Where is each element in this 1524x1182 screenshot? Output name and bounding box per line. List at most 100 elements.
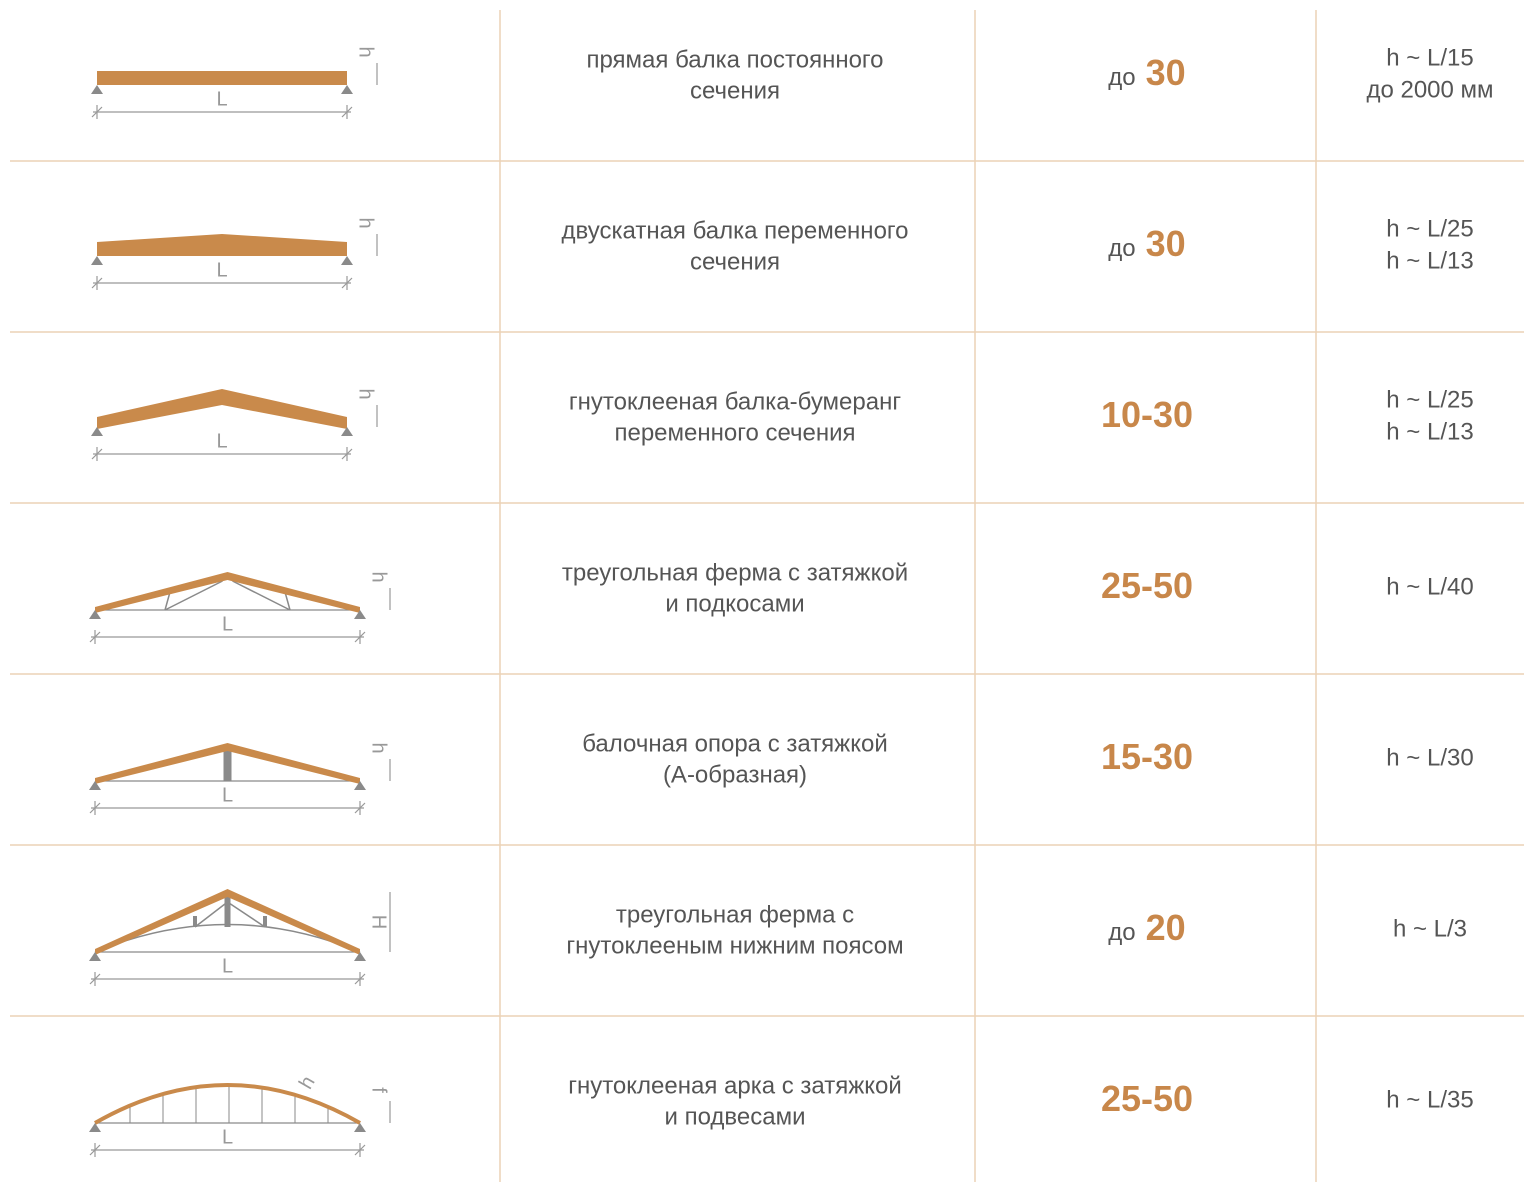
span: 15-30 (1101, 736, 1193, 777)
member (89, 631, 101, 643)
structure-name: двускатная балка переменного (562, 217, 909, 244)
dim-label: L (222, 955, 233, 977)
dim-label: L (216, 430, 227, 452)
member (227, 901, 266, 928)
post (223, 750, 232, 781)
support (341, 427, 353, 436)
member (89, 1144, 101, 1156)
diagram: Lh (91, 217, 378, 290)
structure-name: треугольная ферма с затяжкой (562, 559, 908, 586)
support (341, 256, 353, 265)
structure-name: гнутоклееная балка-бумеранг (569, 388, 901, 415)
member (91, 106, 103, 118)
member (232, 580, 291, 611)
ratio: h ~ L/25 (1386, 215, 1473, 242)
dim-label: h (295, 1072, 320, 1093)
structure-name: сечения (690, 248, 780, 275)
member (89, 802, 101, 814)
member (354, 1144, 366, 1156)
span-prefix: до (1108, 919, 1135, 946)
span: 10-30 (1101, 394, 1193, 435)
member (164, 591, 171, 611)
support (91, 85, 103, 94)
member (91, 277, 103, 289)
span: до 20 (1108, 907, 1185, 948)
structure-name: гнутоклееным нижним поясом (566, 932, 903, 959)
dim-label: h (355, 217, 377, 228)
ratio: до 2000 мм (1366, 76, 1493, 103)
span-number: 10-30 (1101, 394, 1193, 435)
support (354, 952, 366, 961)
member (341, 448, 353, 460)
support (89, 952, 101, 961)
structure-name: и подвесами (665, 1103, 806, 1130)
ratio: h ~ L/40 (1386, 573, 1473, 600)
dim-label: h (355, 388, 377, 399)
member (91, 448, 103, 460)
arch (94, 1083, 361, 1125)
member (89, 973, 101, 985)
span-number: 15-30 (1101, 736, 1193, 777)
member (354, 973, 366, 985)
structure-name: балочная опора с затяжкой (582, 730, 888, 757)
diagram: Lh (91, 388, 378, 461)
structure-name: и подкосами (665, 590, 804, 617)
diagram: Lh (89, 742, 391, 815)
member (194, 901, 228, 928)
structure-name: (А-образная) (663, 761, 807, 788)
diagram: LH (89, 889, 391, 986)
support (89, 1123, 101, 1132)
span-number: 20 (1146, 907, 1186, 948)
span-number: 25-50 (1101, 565, 1193, 606)
ratio: h ~ L/25 (1386, 386, 1473, 413)
span: до 30 (1108, 52, 1185, 93)
ratio: h ~ L/30 (1386, 744, 1473, 771)
beam (97, 234, 347, 256)
ratio: h ~ L/15 (1386, 44, 1473, 71)
beam (97, 71, 347, 85)
dim-label: h (368, 571, 390, 582)
support (91, 427, 103, 436)
beam (97, 389, 347, 429)
dim-label: L (222, 613, 233, 635)
member (284, 591, 291, 611)
support (354, 1123, 366, 1132)
diagram: Lh (91, 46, 378, 119)
dim-label: L (222, 1126, 233, 1148)
span-prefix: до (1108, 64, 1135, 91)
dim-label: h (355, 46, 377, 57)
member (354, 631, 366, 643)
member (341, 106, 353, 118)
support (89, 781, 101, 790)
support (354, 610, 366, 619)
span-number: 30 (1146, 223, 1186, 264)
ratio: h ~ L/13 (1386, 247, 1473, 274)
span: до 30 (1108, 223, 1185, 264)
member (354, 802, 366, 814)
dim-label: L (222, 784, 233, 806)
span-number: 25-50 (1101, 1078, 1193, 1119)
support (91, 256, 103, 265)
structure-name: сечения (690, 77, 780, 104)
dim-label: L (216, 88, 227, 110)
ratio: h ~ L/3 (1393, 915, 1467, 942)
structure-name: прямая балка постоянного (586, 46, 883, 73)
diagram: Lh (89, 571, 391, 644)
structure-name: гнутоклееная арка с затяжкой (568, 1072, 902, 1099)
dim-label: H (368, 915, 390, 929)
dim-label: f (368, 1087, 390, 1093)
structure-name: треугольная ферма с (616, 901, 854, 928)
ratio: h ~ L/13 (1386, 418, 1473, 445)
support (341, 85, 353, 94)
dim-label: L (216, 259, 227, 281)
dim-label: h (368, 742, 390, 753)
ratio: h ~ L/35 (1386, 1086, 1473, 1113)
span: 25-50 (1101, 565, 1193, 606)
span-number: 30 (1146, 52, 1186, 93)
support (354, 781, 366, 790)
member (341, 277, 353, 289)
chord (94, 923, 361, 953)
span-prefix: до (1108, 235, 1135, 262)
span: 25-50 (1101, 1078, 1193, 1119)
